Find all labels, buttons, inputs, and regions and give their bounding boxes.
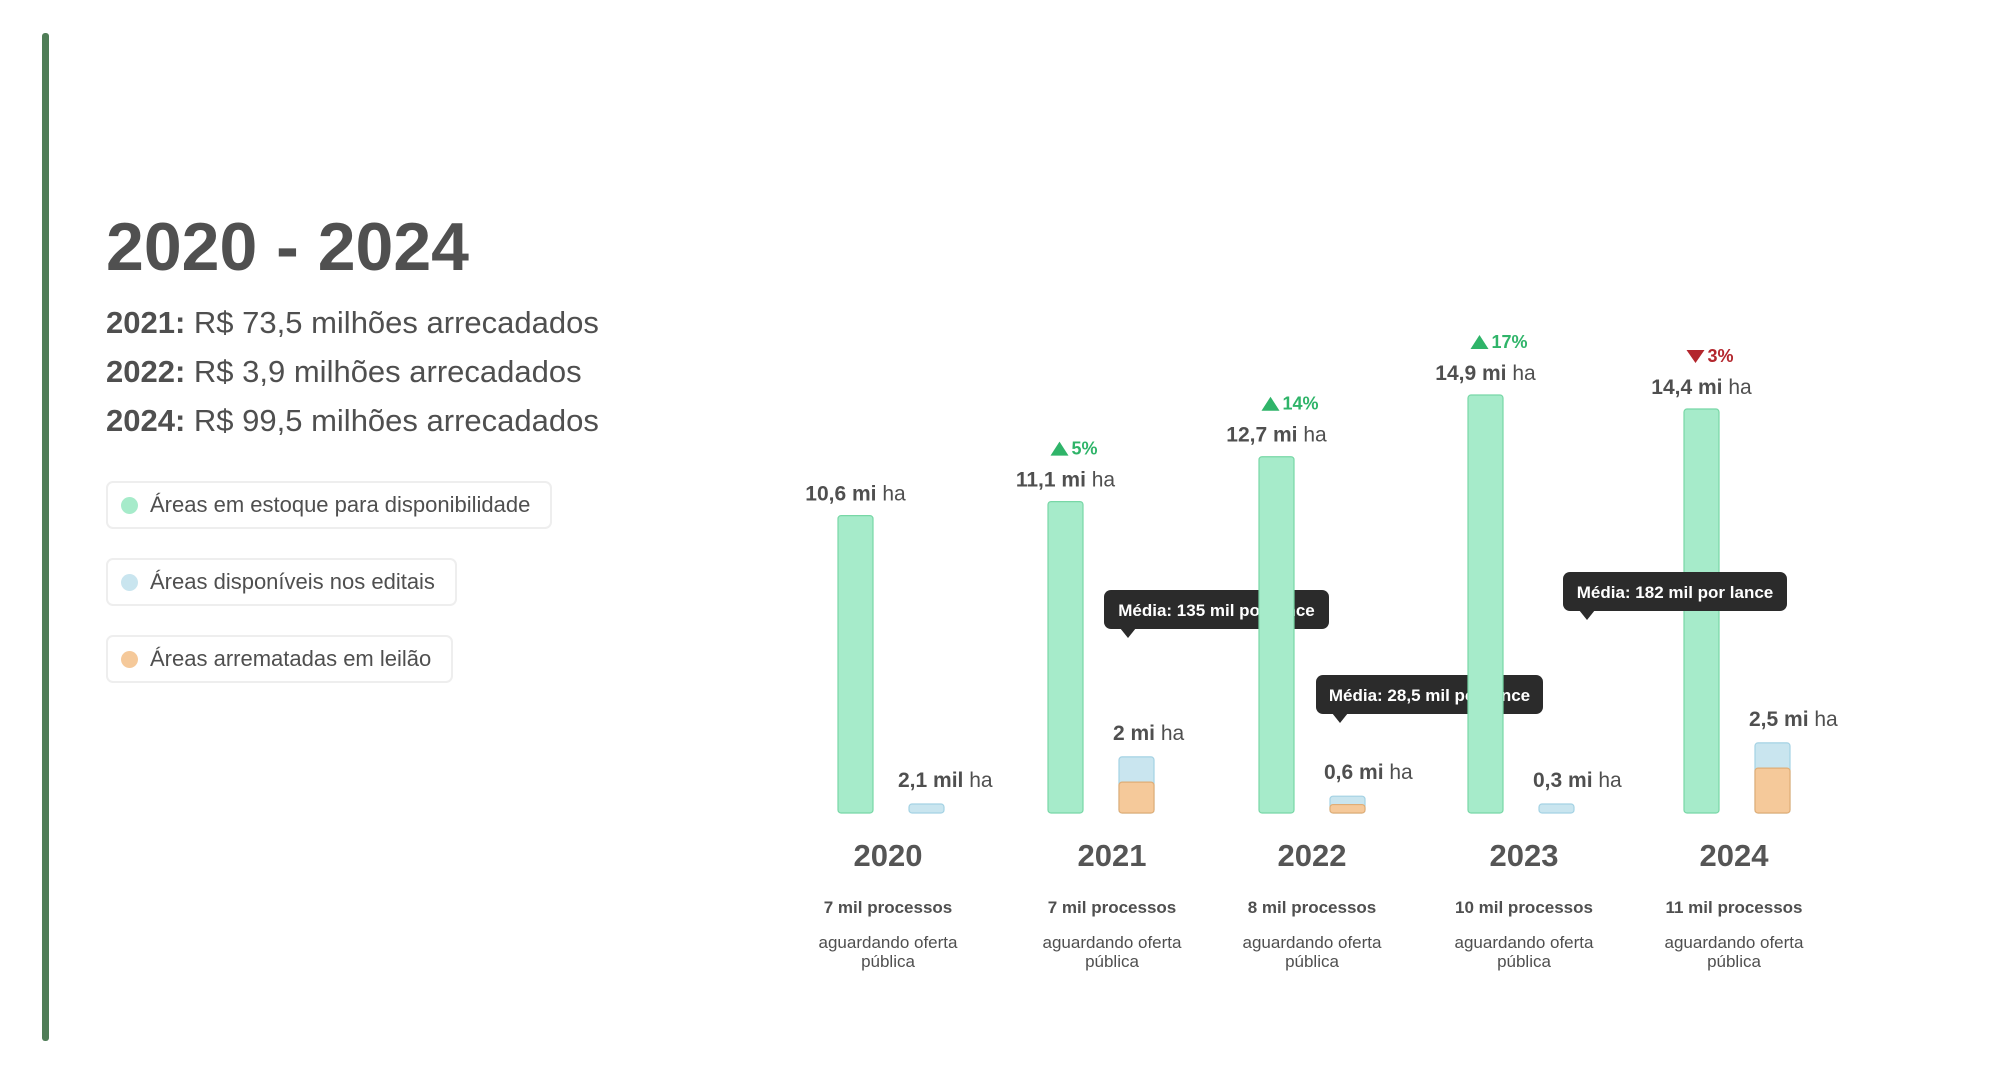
arrow-up-icon-2022 (1261, 396, 1280, 411)
legend-item-stock[interactable]: Áreas em estoque para disponibilidade (106, 481, 553, 529)
label-available-2021: 2 mi ha (1113, 722, 1185, 745)
year-label-2020: 2020 (854, 838, 923, 873)
summary-year: 2024: (106, 403, 186, 438)
arrow-down-icon-2024 (1686, 350, 1705, 364)
legend-label: Áreas disponíveis nos editais (150, 569, 435, 594)
bar-stock-2023[interactable] (1467, 394, 1504, 814)
arrow-up-icon-2021 (1050, 441, 1069, 456)
legend-item-available[interactable]: Áreas disponíveis nos editais (106, 558, 457, 606)
process-note-2021: pública (1085, 952, 1139, 971)
bar-auctioned-2021[interactable] (1118, 781, 1155, 814)
bar-stock-2024[interactable] (1683, 408, 1720, 814)
change-label-2022: 14% (1283, 394, 1319, 414)
year-label-2021: 2021 (1078, 838, 1147, 873)
summary-text: R$ 3,9 milhões arrecadados (185, 354, 582, 389)
tooltip-pointer-2022 (1332, 713, 1348, 723)
bar-available-2020[interactable] (908, 803, 945, 814)
label-available-2024: 2,5 mi ha (1749, 708, 1838, 731)
process-note-2020: aguardando oferta (819, 933, 958, 952)
bar-auctioned-2024[interactable] (1754, 767, 1791, 814)
bar-stock-2022[interactable] (1258, 456, 1295, 814)
tooltip-text-2024: Média: 182 mil por lance (1577, 583, 1774, 602)
bar-auctioned-2022[interactable] (1329, 803, 1366, 814)
tooltip-box-2024 (1563, 572, 1787, 611)
process-count-2021: 7 mil processos (1048, 898, 1177, 917)
label-available-2020: 2,1 mil ha (898, 769, 993, 792)
tooltip-pointer-2021 (1120, 628, 1136, 638)
legend-label: Áreas arrematadas em leilão (150, 646, 432, 671)
revenue-summary: 2021: R$ 73,5 milhões arrecadados 2022: … (106, 298, 599, 445)
bar-available-2023[interactable] (1538, 803, 1575, 814)
process-count-2020: 7 mil processos (824, 898, 953, 917)
legend-label: Áreas em estoque para disponibilidade (150, 492, 531, 517)
process-count-2023: 10 mil processos (1455, 898, 1593, 917)
process-note-2024: aguardando oferta (1665, 933, 1804, 952)
change-label-2021: 5% (1072, 439, 1098, 459)
year-label-2022: 2022 (1278, 838, 1347, 873)
year-label-2023: 2023 (1490, 838, 1559, 873)
process-note-2020: pública (861, 952, 915, 971)
bar-stock-2021[interactable] (1047, 501, 1084, 814)
label-stock-2020: 10,6 mi ha (805, 483, 906, 506)
legend-swatch-stock (121, 496, 138, 514)
process-note-2022: aguardando oferta (1243, 933, 1382, 952)
summary-item-2024: 2024: R$ 99,5 milhões arrecadados (106, 396, 599, 445)
accent-rule (42, 33, 49, 1041)
label-stock-2022: 12,7 mi ha (1226, 424, 1327, 447)
process-note-2023: aguardando oferta (1455, 933, 1594, 952)
legend-swatch-available (121, 573, 138, 591)
process-count-2024: 11 mil processos (1665, 898, 1802, 917)
page-title: 2020 - 2024 (106, 209, 469, 285)
process-note-2022: pública (1285, 952, 1339, 971)
process-note-2024: pública (1707, 952, 1761, 971)
summary-item-2021: 2021: R$ 73,5 milhões arrecadados (106, 298, 599, 347)
label-stock-2024: 14,4 mi ha (1651, 376, 1752, 399)
legend-item-auctioned[interactable]: Áreas arrematadas em leilão (106, 635, 454, 683)
arrow-up-icon-2023 (1470, 335, 1489, 349)
change-label-2024: 3% (1708, 346, 1734, 366)
process-note-2023: pública (1497, 952, 1551, 971)
year-label-2024: 2024 (1700, 838, 1770, 873)
summary-text: R$ 99,5 milhões arrecadados (185, 403, 599, 438)
summary-text: R$ 73,5 milhões arrecadados (185, 305, 599, 340)
process-count-2022: 8 mil processos (1248, 898, 1377, 917)
summary-item-2022: 2022: R$ 3,9 milhões arrecadados (106, 347, 599, 396)
change-label-2023: 17% (1492, 332, 1528, 352)
tooltip-pointer-2024 (1579, 610, 1595, 620)
label-stock-2021: 11,1 mi ha (1016, 469, 1116, 492)
summary-year: 2022: (106, 354, 186, 389)
summary-year: 2021: (106, 305, 186, 340)
label-available-2023: 0,3 mi ha (1533, 769, 1622, 792)
label-stock-2023: 14,9 mi ha (1435, 362, 1536, 385)
bar-stock-2020[interactable] (837, 515, 874, 814)
label-available-2022: 0,6 mi ha (1324, 761, 1413, 784)
legend-swatch-auctioned (121, 650, 138, 668)
process-note-2021: aguardando oferta (1043, 933, 1182, 952)
